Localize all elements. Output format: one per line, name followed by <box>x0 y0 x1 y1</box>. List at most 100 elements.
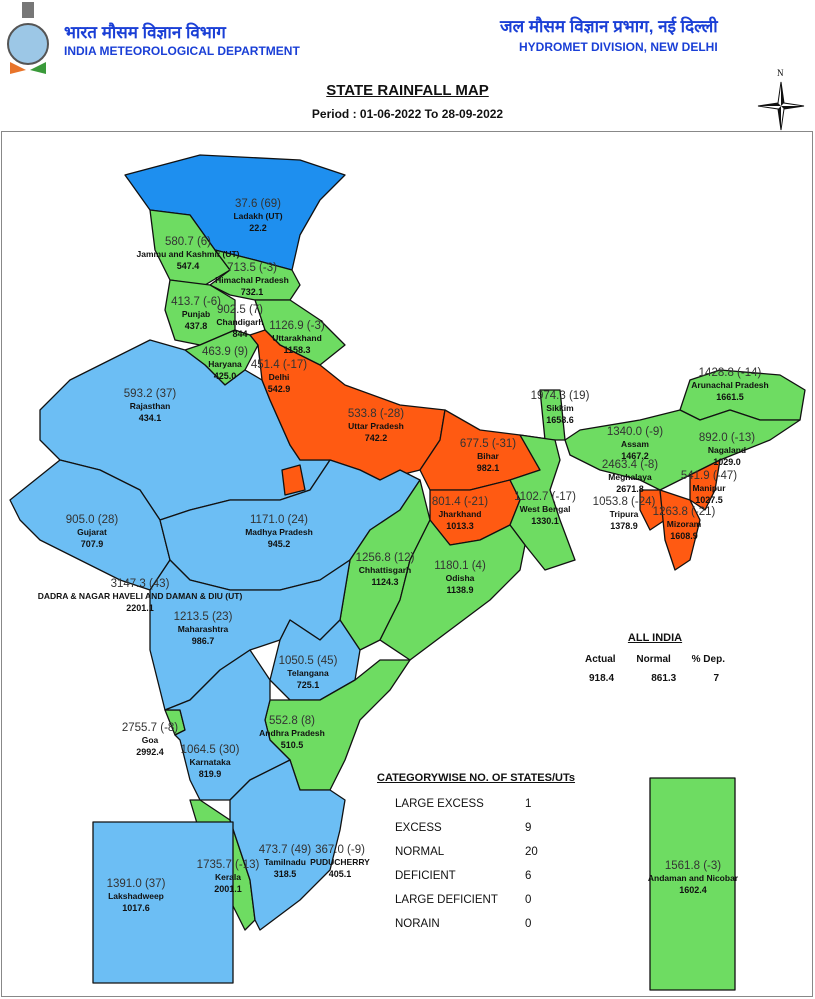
state-name: Ladakh (UT) <box>233 211 283 221</box>
actual-departure: 541.9 (-47) <box>680 470 738 482</box>
actual-departure: 37.6 (69) <box>234 198 282 210</box>
normal-rainfall: 1661.5 <box>716 392 744 402</box>
actual-departure: 1126.9 (-3) <box>269 320 325 332</box>
state-name: Arunachal Pradesh <box>691 380 769 390</box>
state-name: Uttarakhand <box>272 333 322 343</box>
actual-departure: 1735.7 (-13) <box>196 859 260 871</box>
actual-departure: 552.8 (8) <box>268 715 316 727</box>
all-india-summary: ALL INDIA Actual Normal % Dep. 918.4 861… <box>585 632 725 692</box>
state-name: Sikkim <box>546 403 574 413</box>
state-name: Meghalaya <box>608 472 652 482</box>
normal-rainfall: 318.5 <box>273 869 297 879</box>
state-name: Goa <box>141 735 159 745</box>
actual-departure: 451.4 (-17) <box>250 359 308 371</box>
state-region-assam <box>564 409 801 491</box>
normal-rainfall: 1658.6 <box>546 415 574 425</box>
division-name-hindi: जल मौसम विज्ञान प्रभाग, नई दिल्ली <box>500 17 718 36</box>
normal-rainfall: 986.7 <box>191 636 215 646</box>
state-label-tamilnadu: 473.7 (49) Tamilnadu 318.5 <box>259 844 311 880</box>
category-label: LARGE EXCESS <box>395 798 484 810</box>
state-name: Karnataka <box>189 757 231 767</box>
org-name-hindi: भारत मौसम विज्ञान विभाग <box>64 23 226 42</box>
state-label-puducherry: 367.0 (-9) PUDUCHERRY 405.1 <box>310 844 370 880</box>
category-label: NORMAL <box>395 846 445 858</box>
normal-rainfall: 437.8 <box>184 321 208 331</box>
state-name: Manipur <box>692 483 726 493</box>
state-label-maharashtra: 1213.5 (23) Maharashtra 986.7 <box>174 611 233 647</box>
actual-departure: 1213.5 (23) <box>173 611 233 623</box>
normal-rainfall: 547.4 <box>176 261 200 271</box>
normal-rainfall: 434.1 <box>138 413 162 423</box>
category-row: NORMAL 20 <box>377 846 607 870</box>
state-name: Andaman and Nicobar <box>647 873 739 883</box>
state-region-tripura <box>639 489 666 531</box>
state-label-tripura: 1053.8 (-24) Tripura 1378.9 <box>593 496 656 532</box>
normal-rainfall: 742.2 <box>364 433 388 443</box>
state-name: Andhra Pradesh <box>259 728 325 738</box>
actual-departure: 1391.0 (37) <box>106 878 166 890</box>
actual-departure: 2463.4 (-8) <box>601 459 659 471</box>
state-region-odisha <box>379 519 526 661</box>
state-label-delhi: 451.4 (-17) Delhi 542.9 <box>251 359 307 395</box>
actual-departure: 463.9 (9) <box>201 346 249 358</box>
category-label: NORAIN <box>395 918 440 930</box>
state-region-enclave <box>281 464 306 496</box>
normal-rainfall: 732.1 <box>240 287 264 297</box>
compass-north-label: N <box>777 68 784 78</box>
state-name: Uttar Pradesh <box>348 421 404 431</box>
category-label: EXCESS <box>395 822 442 834</box>
all-india-title: ALL INDIA <box>627 632 683 644</box>
state-label-jammu-and-kashmir-ut: 580.7 (6) Jammu and Kashmir (UT) 547.4 <box>137 236 240 272</box>
category-count: 9 <box>525 822 532 834</box>
normal-rainfall: 844 <box>232 329 248 339</box>
state-region-tamilnadu <box>229 759 346 931</box>
state-label-gujarat: 905.0 (28) Gujarat 707.9 <box>66 514 118 550</box>
state-label-telangana: 1050.5 (45) Telangana 725.1 <box>279 655 338 691</box>
actual-departure: 1561.8 (-3) <box>664 860 722 872</box>
actual-departure: 677.5 (-31) <box>459 438 517 450</box>
north-arrow-compass-icon <box>757 81 805 131</box>
actual-departure: 1053.8 (-24) <box>592 496 656 508</box>
state-label-andhra-pradesh: 552.8 (8) Andhra Pradesh 510.5 <box>259 715 325 751</box>
actual-departure: 473.7 (49) <box>258 844 312 856</box>
actual-departure: 1256.8 (12) <box>355 552 415 564</box>
normal-rainfall: 2992.4 <box>136 747 164 757</box>
state-region-manipur <box>689 459 721 511</box>
header-actual: Actual <box>585 654 616 665</box>
state-label-mizoram: 1263.8 (-21) Mizoram 1608.9 <box>653 506 716 542</box>
category-row: LARGE EXCESS 1 <box>377 798 607 822</box>
category-count: 20 <box>525 846 538 858</box>
state-name: Rajasthan <box>129 401 171 411</box>
actual-departure: 1263.8 (-21) <box>652 506 716 518</box>
actual-departure: 905.0 (28) <box>65 514 119 526</box>
categorywise-table: CATEGORYWISE NO. OF STATES/UTs LARGE EXC… <box>377 772 607 942</box>
actual-departure: 2755.7 (-8) <box>121 722 179 734</box>
normal-rainfall: 1017.6 <box>122 903 150 913</box>
actual-departure: 902.5 (7) <box>216 304 264 316</box>
state-label-rajasthan: 593.2 (37) Rajasthan 434.1 <box>124 388 176 424</box>
state-name: Assam <box>621 439 649 449</box>
normal-rainfall: 1330.1 <box>531 516 559 526</box>
state-name: Jharkhand <box>438 509 482 519</box>
normal-rainfall: 982.1 <box>476 463 500 473</box>
state-name: Chhattisgarh <box>358 565 412 575</box>
actual-departure: 580.7 (6) <box>164 236 212 248</box>
state-name: Kerala <box>215 872 241 882</box>
category-row: EXCESS 9 <box>377 822 607 846</box>
state-label-west-bengal: 1102.7 (-17) West Bengal 1330.1 <box>514 491 576 527</box>
state-label-kerala: 1735.7 (-13) Kerala 2001.1 <box>197 859 260 895</box>
actual-departure: 3147.3 (43) <box>110 578 170 590</box>
state-name: Mizoram <box>666 519 702 529</box>
all-india-normal: 861.3 <box>651 673 677 684</box>
actual-departure: 1064.5 (30) <box>180 744 240 756</box>
categorywise-title: CATEGORYWISE NO. OF STATES/UTs <box>377 772 576 784</box>
normal-rainfall: 22.2 <box>249 223 267 233</box>
category-count: 0 <box>525 894 532 906</box>
state-name: Jammu and Kashmir (UT) <box>136 249 240 259</box>
state-region-mizoram <box>659 489 701 571</box>
actual-departure: 1180.1 (4) <box>434 560 486 572</box>
normal-rainfall: 2201.1 <box>126 603 154 613</box>
all-india-dep: 7 <box>713 673 719 684</box>
actual-departure: 1171.0 (24) <box>250 514 308 526</box>
